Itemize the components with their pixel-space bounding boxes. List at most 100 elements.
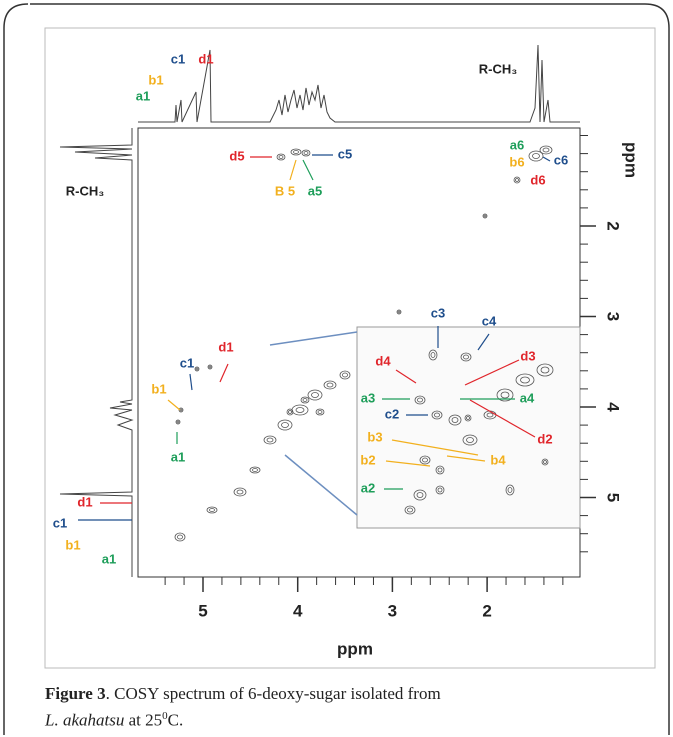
contour xyxy=(437,487,443,493)
contour xyxy=(177,534,183,540)
contour xyxy=(206,506,218,514)
contour xyxy=(513,176,521,184)
contour xyxy=(430,352,436,358)
contour xyxy=(307,389,323,401)
peak-annotation: d3 xyxy=(520,348,535,363)
contour xyxy=(431,410,443,420)
contour xyxy=(520,376,530,384)
peak-annotation: b4 xyxy=(490,452,506,467)
contour xyxy=(482,213,488,219)
contour xyxy=(208,365,212,369)
contour xyxy=(311,392,319,398)
contour xyxy=(417,397,423,403)
peak-annotation: d6 xyxy=(530,172,545,187)
zoom-line xyxy=(269,331,358,346)
contour xyxy=(528,150,544,162)
contour xyxy=(323,380,337,390)
contour xyxy=(194,366,200,372)
contour xyxy=(496,388,514,402)
peak-annotation: a1 xyxy=(102,551,116,566)
leader-line xyxy=(446,455,486,462)
leader-line xyxy=(289,159,297,181)
y-tick-label: 3 xyxy=(604,312,623,321)
peak-annotation: b1 xyxy=(151,381,166,396)
contour xyxy=(434,412,440,418)
leader-line xyxy=(469,399,536,438)
peak-annotation: c6 xyxy=(554,152,568,167)
contour xyxy=(277,419,293,431)
contour xyxy=(448,414,462,426)
contour xyxy=(462,434,478,446)
caption-species: L. akahatsu xyxy=(45,710,125,730)
contour xyxy=(295,407,305,413)
contour xyxy=(263,435,277,445)
x-axis-label: ppm xyxy=(337,639,373,658)
contour xyxy=(315,408,325,416)
caption-text: . COSY spectrum of 6-deoxy-sugar isolate… xyxy=(105,684,441,703)
contour xyxy=(300,396,310,404)
cross-peaks xyxy=(174,145,554,542)
contour xyxy=(515,373,535,387)
contour xyxy=(437,467,443,473)
contour xyxy=(176,420,180,424)
leader-line xyxy=(302,159,314,181)
contour xyxy=(326,382,334,388)
contour xyxy=(451,417,459,423)
peak-annotation: d5 xyxy=(229,148,244,163)
leader-line xyxy=(385,460,431,467)
caption-text: C. xyxy=(167,710,184,730)
peak-annotation: R-CH₃ xyxy=(479,61,518,76)
contour xyxy=(178,407,184,413)
contour xyxy=(463,354,469,360)
contour xyxy=(281,422,289,428)
contour xyxy=(249,466,261,474)
x-tick-label: 3 xyxy=(388,601,397,620)
contour xyxy=(486,412,494,418)
contour xyxy=(252,468,258,472)
peak-annotation: d1 xyxy=(218,339,233,354)
contour xyxy=(435,465,445,475)
contour xyxy=(175,419,181,425)
contour xyxy=(266,437,274,443)
left-projection xyxy=(59,128,134,577)
peak-annotation: a1 xyxy=(171,449,185,464)
y-tick-label: 2 xyxy=(604,221,623,230)
contour xyxy=(419,455,431,465)
contour xyxy=(532,153,540,159)
caption-label: Figure 3 xyxy=(45,684,106,703)
caption: Figure 3. COSY spectrum of 6-deoxy-sugar… xyxy=(45,683,645,732)
leader-line xyxy=(391,439,479,456)
peak-annotation: b1 xyxy=(65,537,80,552)
contour xyxy=(466,416,470,420)
contour xyxy=(276,153,286,161)
y-tick-label: 4 xyxy=(604,402,623,412)
peak-annotation: c5 xyxy=(338,146,352,161)
contour xyxy=(543,460,547,464)
panel-border xyxy=(3,3,670,735)
contour xyxy=(397,310,401,314)
peak-annotation: b2 xyxy=(360,452,375,467)
contour xyxy=(507,487,513,493)
peak-annotation: c4 xyxy=(482,313,497,328)
contour xyxy=(396,309,402,315)
caption-superscript: 0 xyxy=(162,710,168,722)
peak-annotation: a4 xyxy=(520,390,535,405)
leader-line xyxy=(189,373,193,391)
peak-annotation: d1 xyxy=(198,51,213,66)
y-tick-label: 5 xyxy=(604,493,623,502)
leader-line xyxy=(464,359,520,386)
peak-annotation: d4 xyxy=(375,353,391,368)
peak-annotation: c1 xyxy=(180,355,194,370)
contour xyxy=(536,363,554,377)
contour xyxy=(290,148,302,156)
contour xyxy=(435,485,445,495)
peak-annotation: b6 xyxy=(509,154,524,169)
peak-annotation: R-CH₃ xyxy=(66,183,105,198)
contour xyxy=(286,408,294,416)
peak-annotation: c2 xyxy=(385,406,399,421)
contour xyxy=(539,145,553,155)
contour xyxy=(233,487,247,497)
contour xyxy=(303,151,309,155)
